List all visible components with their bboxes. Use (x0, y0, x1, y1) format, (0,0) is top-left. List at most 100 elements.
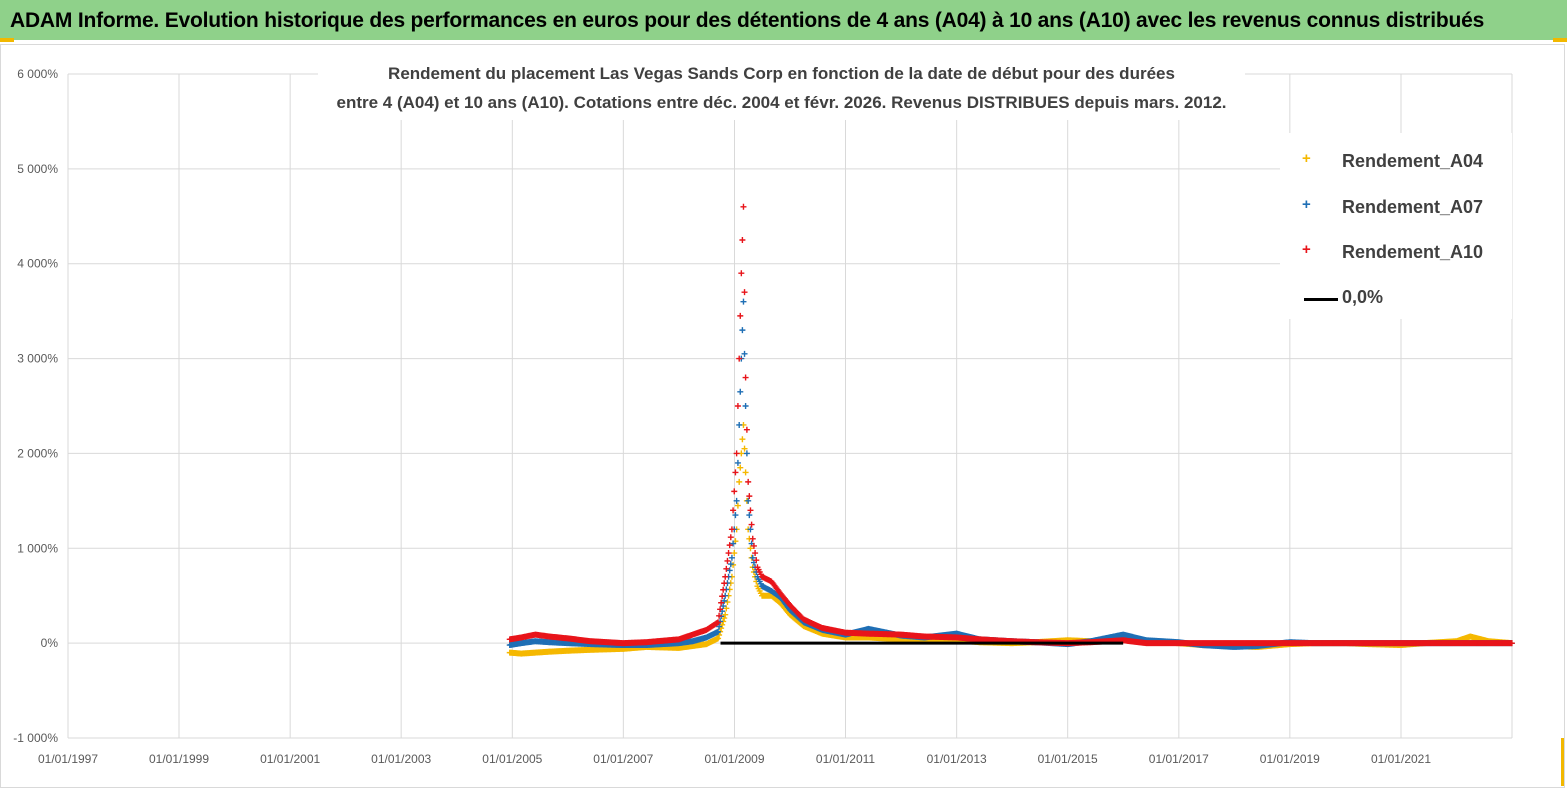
x-tick-label: 01/01/2003 (371, 752, 431, 766)
data-point (742, 469, 749, 476)
legend-label-a07: Rendement_A07 (1342, 197, 1484, 217)
plus-marker-icon: + (1302, 196, 1311, 213)
x-tick-label: 01/01/1999 (149, 752, 209, 766)
data-point (737, 312, 744, 319)
data-point (752, 550, 759, 557)
data-point (750, 542, 757, 549)
data-point (723, 605, 730, 612)
data-point (741, 350, 748, 357)
data-point (743, 426, 750, 433)
data-point (727, 561, 734, 568)
data-point (726, 542, 733, 549)
line-marker-icon (1304, 298, 1338, 301)
legend-label-a04: Rendement_A04 (1342, 151, 1484, 171)
data-point (739, 436, 746, 443)
y-tick-label: 2 000% (17, 446, 58, 460)
chart-title-line-2: entre 4 (A04) et 10 ans (A10). Cotations… (336, 93, 1227, 112)
x-tick-label: 01/01/2017 (1149, 752, 1209, 766)
data-point (719, 621, 726, 628)
data-point (725, 550, 732, 557)
data-point (733, 450, 740, 457)
frame-corner-bottom-right (1561, 738, 1565, 786)
legend-item-a07: + Rendement_A07 (1280, 194, 1512, 222)
data-point (727, 534, 734, 541)
banner-title: ADAM Informe. Evolution historique des p… (10, 9, 1485, 32)
data-point (716, 612, 723, 619)
y-tick-label: 4 000% (17, 257, 58, 271)
legend-label-a10: Rendement_A10 (1342, 242, 1484, 262)
x-tick-label: 01/01/2011 (816, 752, 875, 766)
data-point (730, 507, 737, 514)
y-tick-label: 1 000% (17, 541, 58, 555)
banner-corner-left (0, 38, 14, 42)
data-point (747, 507, 754, 514)
x-tick-label: 01/01/2019 (1260, 752, 1320, 766)
data-point (724, 557, 731, 564)
data-point (737, 388, 744, 395)
report-banner: ADAM Informe. Evolution historique des p… (0, 0, 1567, 42)
data-point (749, 554, 756, 561)
data-point (749, 535, 756, 542)
y-tick-label: -1 000% (13, 731, 58, 745)
x-tick-label: 01/01/2013 (927, 752, 987, 766)
data-point (747, 545, 754, 552)
data-point (728, 526, 735, 533)
data-point (720, 603, 727, 610)
legend-item-zero: 0,0% (1280, 284, 1512, 312)
data-point (740, 203, 747, 210)
data-point (721, 597, 728, 604)
data-point (745, 478, 752, 485)
data-point (717, 606, 724, 613)
data-point (736, 421, 743, 428)
data-point (719, 593, 726, 600)
data-point (723, 565, 730, 572)
data-point (716, 623, 723, 630)
data-point (734, 459, 741, 466)
data-point (733, 497, 740, 504)
data-point (728, 554, 735, 561)
data-point (736, 478, 743, 485)
data-point (740, 298, 747, 305)
series-Rendement_A07 (506, 298, 1515, 650)
data-point (748, 521, 755, 528)
data-point (737, 464, 744, 471)
data-point (741, 445, 748, 452)
x-tick-label: 01/01/2007 (593, 752, 653, 766)
data-point (734, 502, 741, 509)
legend-item-a10: + Rendement_A10 (1280, 239, 1512, 267)
data-point (732, 512, 739, 519)
chart-frame (0, 44, 1565, 788)
x-tick-label: 01/01/2005 (482, 752, 542, 766)
data-point (732, 469, 739, 476)
x-tick-label: 01/01/2009 (704, 752, 764, 766)
y-tick-label: 3 000% (17, 352, 58, 366)
chart-title-background (318, 56, 1245, 120)
data-point (721, 615, 728, 622)
data-point (742, 374, 749, 381)
data-point (742, 403, 749, 409)
data-point (726, 567, 733, 574)
data-point (1508, 640, 1515, 647)
series-Rendement_A04 (506, 421, 1515, 657)
data-point (722, 573, 729, 580)
x-tick-label: 01/01/2015 (1038, 752, 1098, 766)
data-point (734, 403, 741, 409)
data-point (720, 586, 727, 593)
data-point (753, 557, 760, 564)
x-tick-label: 01/01/2021 (1371, 752, 1431, 766)
data-point (741, 289, 748, 296)
data-point (718, 599, 725, 606)
data-point (721, 580, 728, 587)
y-tick-label: 5 000% (17, 162, 58, 176)
legend-item-a04: + Rendement_A04 (1280, 148, 1512, 176)
x-tick-label: 01/01/2001 (260, 752, 320, 766)
data-point (715, 628, 722, 635)
data-point (715, 619, 722, 626)
data-point (731, 488, 738, 495)
data-point (724, 599, 731, 606)
plus-marker-icon: + (1302, 241, 1311, 258)
data-point (738, 270, 745, 277)
y-tick-label: 0% (41, 636, 59, 650)
y-tick-label: 6 000% (17, 67, 58, 81)
x-axis-ticks: 01/01/1997 01/01/1999 01/01/2001 01/01/2003… (38, 752, 1431, 766)
